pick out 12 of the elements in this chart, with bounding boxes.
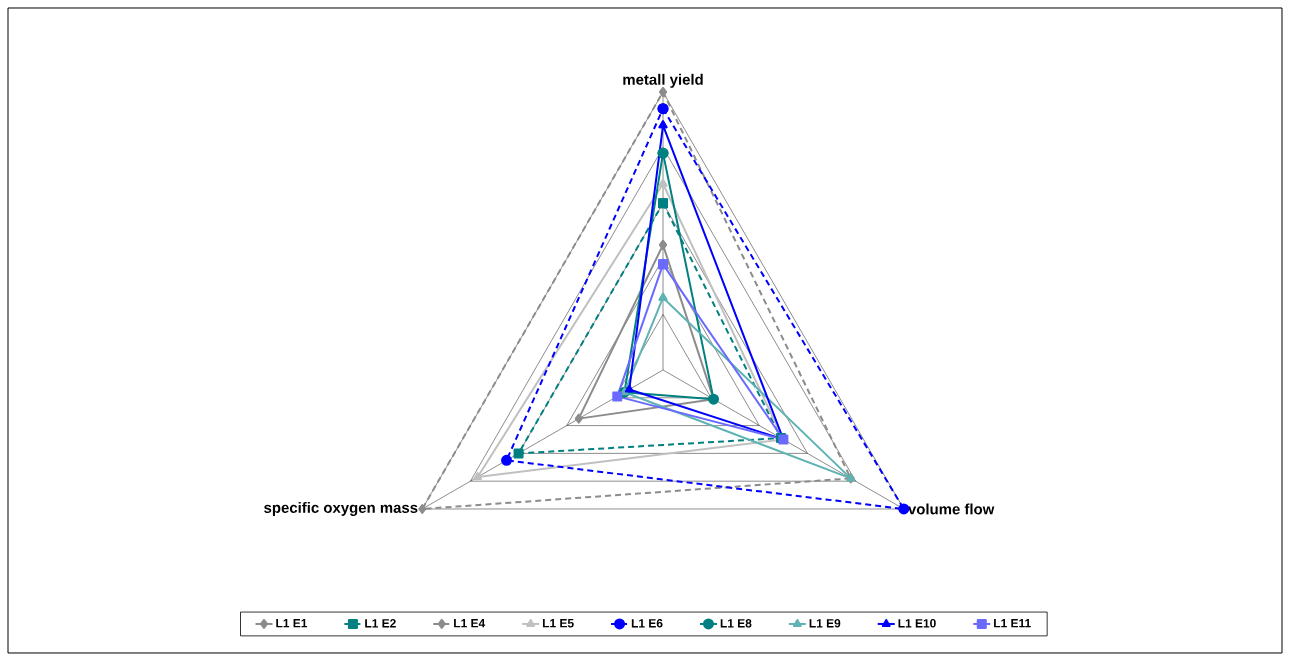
spoke-label: volume flow [908, 503, 995, 515]
legend-label: L1 E9 [809, 619, 841, 628]
legend-label: L1 E5 [542, 619, 574, 628]
legend-label: L1 E4 [454, 619, 486, 628]
legend-label: L1 E6 [631, 619, 663, 628]
legend-label: L1 E8 [720, 619, 752, 628]
spoke-label: metall yield [623, 73, 703, 88]
legend-label: L1 E10 [898, 619, 936, 628]
legend-label: L1 E2 [365, 619, 396, 628]
legend-label: L1 E1 [276, 619, 308, 628]
spoke-label: specific oxygen mass [264, 501, 418, 516]
legend-label: L1 E11 [994, 619, 1031, 628]
